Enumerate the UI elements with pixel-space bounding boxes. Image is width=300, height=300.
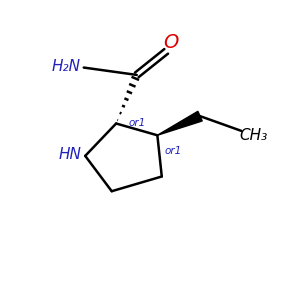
Text: or1: or1 [128, 118, 146, 128]
Text: CH₃: CH₃ [239, 128, 268, 143]
Text: or1: or1 [165, 146, 182, 156]
Text: O: O [163, 33, 178, 52]
Text: HN: HN [58, 147, 81, 162]
Polygon shape [158, 111, 202, 135]
Text: H₂N: H₂N [52, 58, 81, 74]
